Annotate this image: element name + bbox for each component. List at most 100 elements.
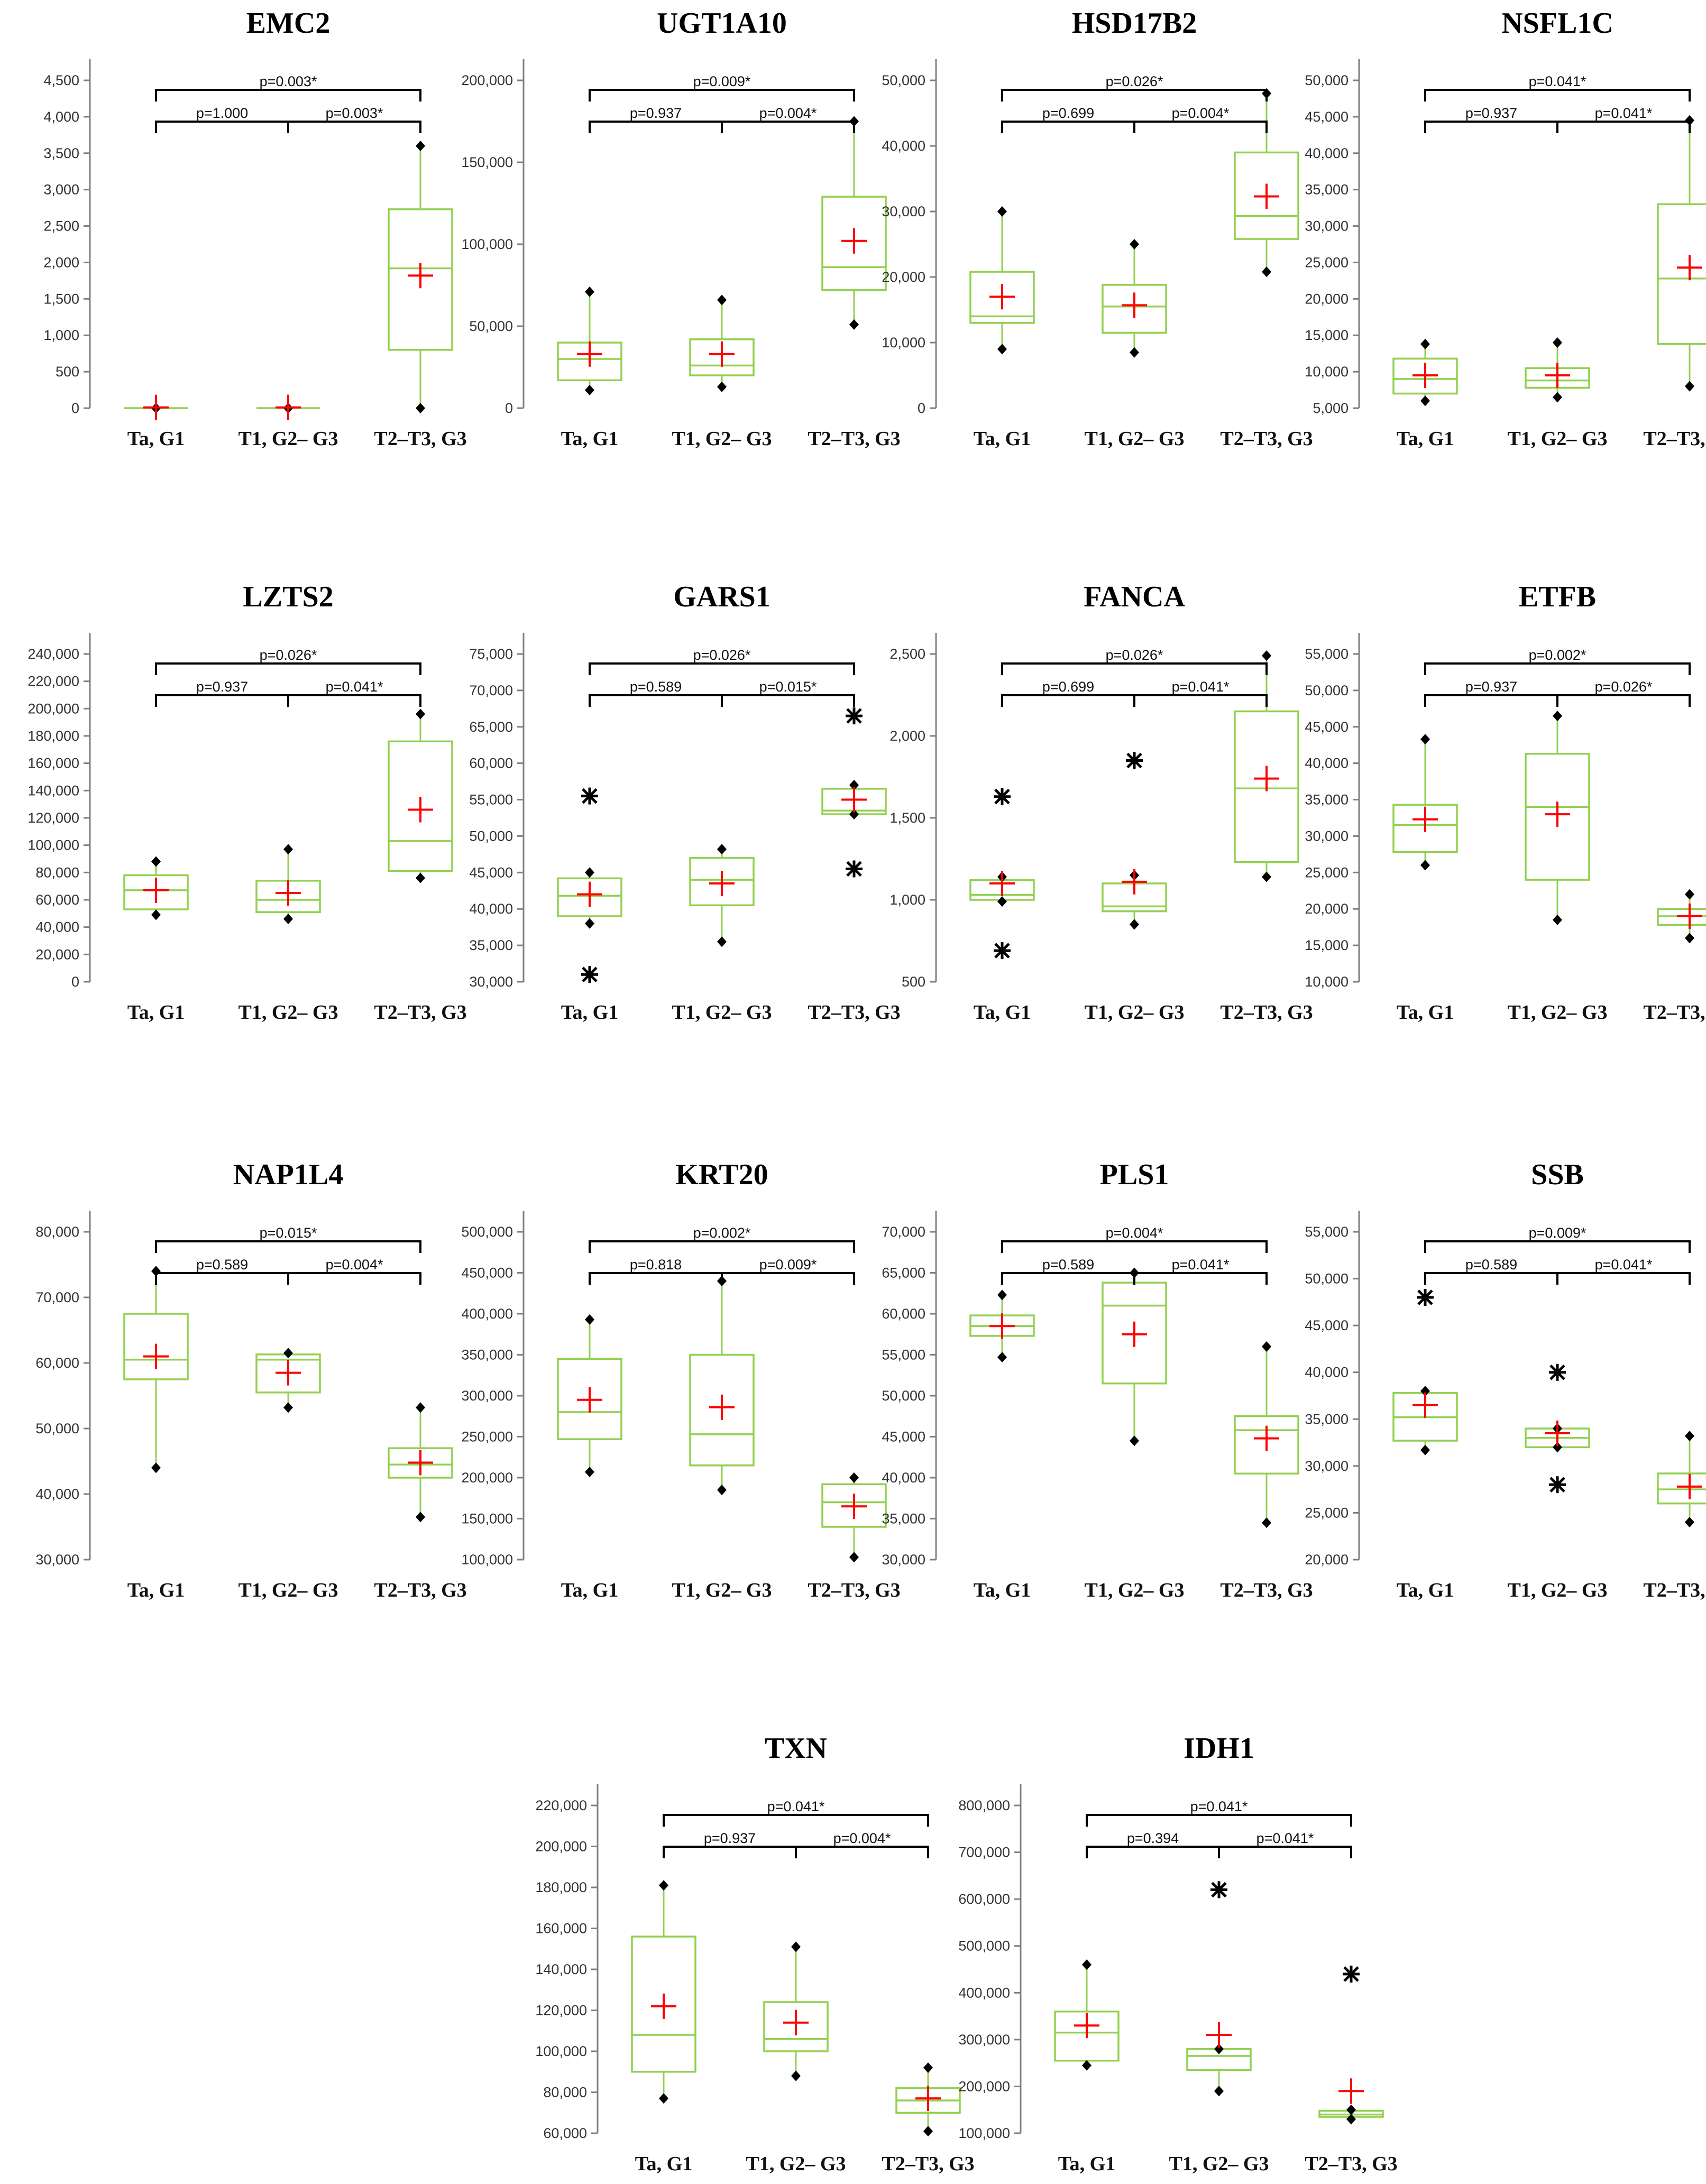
y-tick-label: 300,000	[461, 1388, 513, 1404]
whisker-min-marker	[1262, 266, 1271, 278]
mean-marker	[989, 871, 1015, 896]
box-2	[763, 1941, 829, 2081]
mean-marker	[1545, 1420, 1570, 1446]
y-tick-label: 100,000	[958, 2125, 1010, 2141]
y-tick-label: 30,000	[882, 204, 925, 219]
x-category-label: T2–T3, G3	[808, 1001, 900, 1024]
y-tick-label: 120,000	[27, 810, 79, 826]
y-tick-label: 30,000	[882, 1552, 925, 1568]
y-tick-label: 250,000	[461, 1429, 513, 1445]
chart-title: FANCA	[1084, 580, 1185, 613]
bracket-g2-g3-label: p=0.004*	[833, 1830, 891, 1846]
bracket-g1-g2-line	[155, 1272, 289, 1285]
whisker-max-marker	[416, 708, 425, 720]
chart-title: TXN	[765, 1732, 827, 1765]
bracket-g1-g2-label: p=0.937	[704, 1830, 756, 1846]
bracket-g2-g3: p=0.003*	[287, 105, 421, 133]
bracket-g2-g3: p=0.041*	[287, 679, 421, 707]
bracket-g1-g2: p=0.394	[1086, 1830, 1220, 1858]
bracket-g1-g2: p=0.937	[155, 679, 289, 707]
bracket-g2-g3: p=0.041*	[1556, 105, 1691, 133]
chart-panel-krt20: KRT20 100,000 150,000 200,000 250,000 300,000…	[461, 1158, 900, 1601]
chart-title: LZTS2	[243, 580, 333, 613]
bracket-g1-g2: p=0.818	[589, 1257, 723, 1285]
y-tick-label: 45,000	[1305, 1317, 1349, 1333]
bracket-g1-g3-line	[589, 662, 855, 675]
box-3	[388, 1402, 453, 1523]
bracket-g1-g3-label: p=0.026*	[1106, 647, 1163, 663]
x-category-label: T2–T3, G3	[808, 1579, 900, 1601]
bracket-g1-g3: p=0.009*	[1424, 1225, 1691, 1253]
bracket-g2-g3: p=0.004*	[721, 105, 855, 133]
bracket-g1-g2-line	[1086, 1846, 1220, 1858]
x-category-label: Ta, G1	[561, 428, 618, 450]
mean-marker	[841, 787, 867, 813]
x-category-label: T1, G2– G3	[672, 1579, 772, 1601]
y-tick-label: 10,000	[882, 335, 925, 351]
outlier-point	[846, 860, 863, 878]
box-2	[689, 1276, 755, 1496]
mean-marker	[709, 1394, 735, 1420]
chart-title: UGT1A10	[657, 7, 787, 40]
chart-title: SSB	[1531, 1158, 1584, 1191]
bracket-g1-g3-label: p=0.015*	[260, 1225, 317, 1241]
bracket-g1-g3-line	[1424, 662, 1691, 675]
y-tick-label: 20,000	[35, 946, 79, 962]
whisker-min-marker	[1553, 914, 1562, 925]
box-3	[388, 708, 453, 883]
y-tick-label: 100,000	[461, 1552, 513, 1568]
chart-panel-idh1: IDH1 100,000 200,000 300,000 400,000 500,000 6…	[958, 1732, 1397, 2175]
y-tick-label: 30,000	[469, 974, 513, 990]
mean-marker	[709, 341, 735, 367]
bracket-g1-g3: p=0.026*	[1001, 647, 1268, 675]
y-tick-label: 45,000	[469, 864, 513, 880]
y-tick-label: 55,000	[1305, 646, 1349, 662]
whisker-max-marker	[416, 141, 425, 151]
x-category-label: Ta, G1	[974, 1579, 1031, 1601]
whisker-min-marker	[997, 896, 1007, 907]
whisker-min-marker	[849, 809, 859, 820]
bracket-g1-g2-line	[155, 694, 289, 707]
x-category-label: T2–T3, G3	[374, 1579, 466, 1601]
iqr-box	[821, 196, 887, 291]
box-3	[1234, 1341, 1299, 1528]
chart-panel-nap1l4: NAP1L4 30,000 40,000 50,000 60,000 70,000 80,0…	[35, 1158, 466, 1601]
bracket-g1-g2-label: p=0.699	[1042, 105, 1094, 121]
y-tick-label: 150,000	[461, 154, 513, 170]
y-tick-label: 60,000	[882, 1306, 925, 1322]
outlier-point	[1549, 1476, 1566, 1494]
y-tick-label: 1,500	[889, 810, 925, 826]
mean-marker	[143, 1343, 169, 1369]
bracket-g1-g3-line	[155, 89, 421, 102]
x-category-label: Ta, G1	[1397, 428, 1454, 450]
mean-marker	[1677, 904, 1702, 929]
whisker-min-marker	[1130, 919, 1139, 930]
whisker-min-marker	[416, 872, 425, 883]
y-tick-label: 45,000	[1305, 719, 1349, 735]
outlier-point	[994, 942, 1011, 960]
iqr-box	[1657, 203, 1706, 345]
whisker-min-marker	[585, 918, 594, 929]
whisker-min-marker	[1685, 933, 1694, 944]
whisker-max-marker	[585, 286, 594, 297]
mean-marker	[1545, 363, 1570, 388]
bracket-g1-g2-line	[1424, 121, 1558, 133]
mean-marker	[408, 263, 433, 289]
bracket-g1-g2: p=0.589	[155, 1257, 289, 1285]
bracket-g1-g2: p=0.699	[1001, 105, 1135, 133]
whisker-max-marker	[585, 867, 594, 878]
whisker-max-marker	[717, 844, 727, 855]
mean-marker	[1254, 183, 1279, 209]
whisker-min-marker	[1214, 2086, 1224, 2097]
y-tick-label: 20,000	[1305, 901, 1349, 917]
y-tick-label: 65,000	[469, 719, 513, 735]
whisker-min-marker	[416, 403, 425, 413]
box-3	[821, 1472, 887, 1563]
x-category-label: Ta, G1	[561, 1579, 618, 1601]
y-tick-label: 100,000	[27, 837, 79, 853]
y-tick-label: 55,000	[1305, 1224, 1349, 1240]
x-category-label: T1, G2– G3	[1085, 1001, 1185, 1024]
box-3	[1657, 889, 1706, 944]
bracket-g1-g2-label: p=0.937	[1465, 679, 1517, 695]
x-category-label: T1, G2– G3	[1169, 2153, 1269, 2175]
